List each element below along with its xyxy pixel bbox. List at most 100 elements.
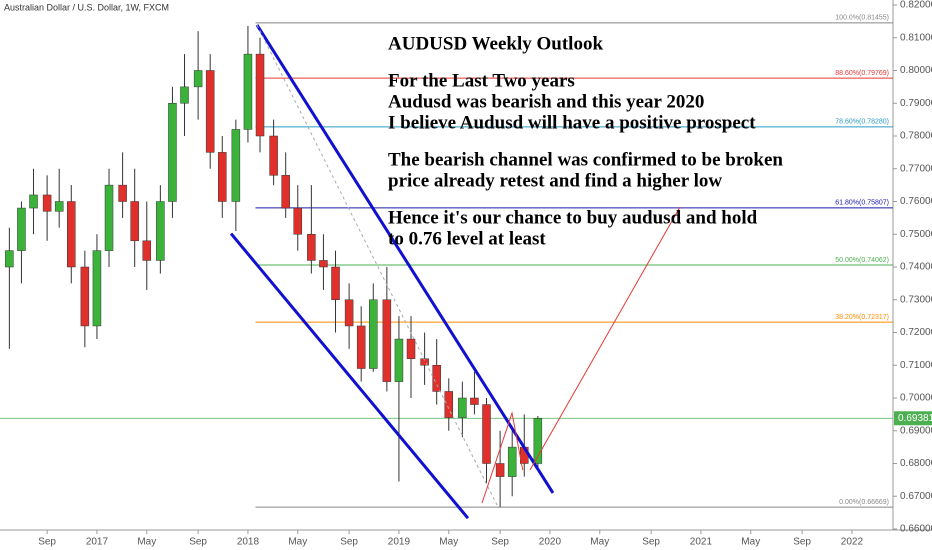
x-tick-label: Sep: [491, 537, 509, 548]
x-tick-label: May: [137, 537, 156, 548]
candle-body: [470, 397, 479, 405]
fib-label: 38.20%(0.72317): [835, 314, 889, 321]
annotation-line: Audusd was bearish and this year 2020: [388, 91, 704, 112]
candle-body: [42, 194, 52, 212]
candle-body: [533, 418, 543, 464]
annotation-line: AUDUSD Weekly Outlook: [388, 33, 603, 54]
y-tick-label: 0.82000: [900, 0, 932, 11]
x-tick-label: 2022: [841, 537, 864, 548]
x-tick-label: Sep: [642, 537, 660, 548]
candle-body: [243, 53, 253, 130]
annotation-line: The bearish channel was confirmed to be …: [388, 149, 783, 170]
candle-body: [507, 446, 517, 477]
candle-body: [17, 207, 26, 251]
candle-body: [80, 266, 90, 327]
candle-body: [331, 266, 340, 300]
candle-body: [142, 240, 152, 261]
candle-body: [231, 129, 241, 202]
fib-label: 100.0%(0.81455): [835, 15, 889, 22]
candle-body: [130, 201, 139, 242]
candle-body: [394, 338, 404, 382]
candle-body: [356, 325, 366, 369]
fib-label: 0.00%(0.66669): [839, 499, 889, 506]
x-tick-label: 2020: [539, 537, 562, 548]
candle-body: [168, 103, 177, 202]
drawing-line: [255, 24, 555, 494]
candle-body: [482, 404, 491, 464]
candle-body: [319, 260, 328, 268]
candle-body: [156, 201, 165, 261]
candle-body: [104, 184, 114, 251]
candle-body: [369, 299, 378, 369]
annotation-line: price already retest and find a higher l…: [388, 170, 722, 191]
candle-body: [193, 70, 203, 88]
candle-body: [420, 358, 429, 366]
annotation-line: For the Last Two years: [388, 70, 575, 91]
x-tick-label: Sep: [793, 537, 811, 548]
x-tick-label: May: [741, 537, 760, 548]
fib-label: 61.80%(0.75807): [835, 200, 889, 207]
candle-body: [29, 194, 38, 209]
x-tick-label: 2018: [237, 537, 260, 548]
drawing-line: [481, 411, 524, 504]
candle-body: [293, 207, 303, 235]
candle-body: [180, 86, 189, 104]
x-tick-label: May: [439, 537, 458, 548]
x-tick-label: May: [590, 537, 609, 548]
candle-body: [344, 299, 354, 327]
candle-body: [54, 201, 64, 212]
candle-body: [118, 184, 127, 202]
candle-body: [406, 338, 416, 359]
x-tick-label: 2021: [690, 537, 713, 548]
annotation-line: Hence it's our chance to buy audusd and …: [388, 207, 758, 228]
x-tick-label: 2017: [86, 537, 109, 548]
current-price-label: 0.69381: [898, 413, 932, 424]
candle-body: [432, 365, 441, 392]
candle-body: [444, 391, 454, 418]
drawing-line: [529, 206, 681, 471]
candle-body: [255, 53, 265, 137]
x-tick-label: Sep: [340, 537, 358, 548]
candle-body: [218, 152, 227, 202]
x-tick-label: Sep: [38, 537, 56, 548]
current-price-box: [894, 411, 932, 426]
x-tick-label: 2019: [388, 537, 411, 548]
candle-body: [205, 70, 215, 153]
candle-body: [269, 135, 278, 176]
candle-body: [281, 175, 290, 209]
candle-body: [67, 201, 76, 268]
annotation-line: to 0.76 level at least: [388, 228, 546, 249]
x-tick-label: May: [288, 537, 307, 548]
fib-label: 88.60%(0.79769): [835, 70, 889, 77]
chart-header: Australian Dollar / U.S. Dollar, 1W, FXC…: [4, 2, 169, 12]
drawing-line: [229, 232, 470, 520]
candle-body: [5, 250, 14, 268]
annotation-line: I believe Audusd will have a positive pr…: [388, 112, 756, 133]
candle-body: [495, 463, 505, 477]
fib-label: 50.00%(0.74062): [835, 257, 889, 264]
fib-label: 78.60%(0.78280): [835, 119, 889, 126]
candle-body: [307, 234, 316, 261]
candle-body: [382, 299, 392, 382]
candle-body: [92, 250, 102, 327]
candle-body: [458, 397, 467, 418]
x-tick-label: Sep: [189, 537, 207, 548]
